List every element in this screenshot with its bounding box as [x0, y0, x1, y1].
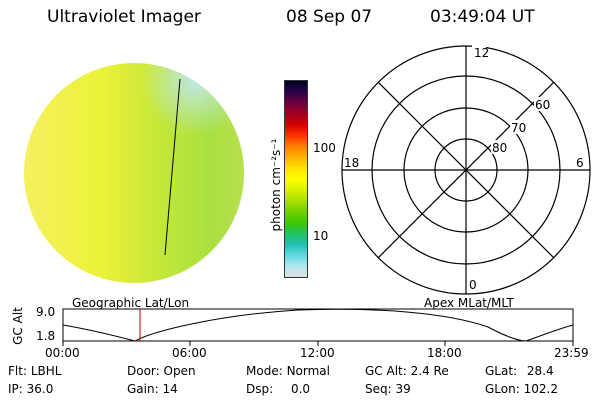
timeline-axis-title: GC Alt: [11, 307, 25, 345]
polar-plot: 12 18 6 0 60 70 80: [341, 45, 591, 295]
instrument-title: Ultraviolet Imager: [47, 7, 201, 27]
status-gc-alt: GC Alt: 2.4 Re: [365, 364, 449, 378]
altitude-curve: [62, 308, 574, 342]
xtick-0600: 06:00: [172, 346, 207, 360]
status-ip: IP: 36.0: [8, 382, 54, 396]
mlt-label-18: 18: [344, 156, 359, 170]
lat-label-80: 80: [492, 141, 507, 155]
lat-label-70: 70: [511, 121, 526, 135]
date-label: 08 Sep 07: [286, 7, 373, 27]
altitude-timeline: [62, 308, 574, 346]
mlt-label-0: 0: [469, 278, 477, 292]
xtick-2359: 23:59: [554, 346, 589, 360]
status-dsp: Dsp: 0.0: [246, 382, 311, 396]
status-glon: GLon: 102.2: [485, 382, 558, 396]
xtick-1200: 12:00: [300, 346, 335, 360]
status-mode: Mode: Normal: [246, 364, 330, 378]
mlt-label-12: 12: [474, 46, 489, 60]
ytick-9: 9.0: [36, 305, 56, 319]
timeline-left-label: Geographic Lat/Lon: [72, 296, 190, 310]
status-flt: Flt: LBHL: [8, 364, 62, 378]
ytick-1-8: 1.8: [36, 329, 56, 343]
timeline-right-label: Apex MLat/MLT: [424, 296, 514, 310]
status-gain: Gain: 14: [127, 382, 178, 396]
status-door: Door: Open: [127, 364, 196, 378]
xtick-0000: 00:00: [45, 346, 80, 360]
status-seq: Seq: 39: [365, 382, 411, 396]
status-glat: GLat: 28.4: [485, 364, 554, 378]
colorbar-tick-10: 10: [313, 229, 329, 243]
colorbar: [284, 80, 308, 278]
lat-label-60: 60: [535, 98, 550, 112]
terminator-line: [164, 78, 181, 256]
mlt-label-6: 6: [576, 156, 584, 170]
colorbar-unit-label: photon cm⁻²s⁻¹: [269, 138, 283, 232]
uv-earth-image: [24, 63, 244, 283]
xtick-1800: 18:00: [427, 346, 462, 360]
colorbar-tick-100: 100: [313, 141, 336, 155]
time-label: 03:49:04 UT: [430, 7, 535, 27]
